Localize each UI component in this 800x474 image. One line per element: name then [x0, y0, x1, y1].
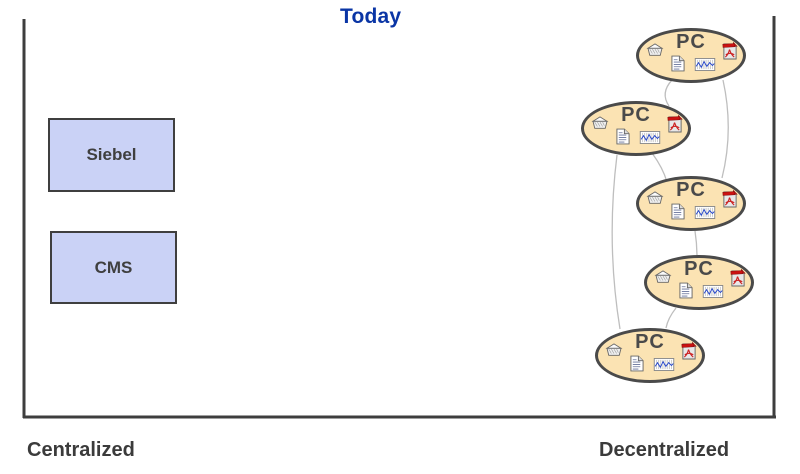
pc-node: PC: [636, 176, 746, 231]
document-icon: [671, 203, 685, 220]
pdf-icon: [722, 41, 738, 60]
pc-node-label: PC: [676, 31, 706, 53]
pc-node: PC: [636, 28, 746, 83]
document-icon: [671, 55, 685, 72]
decentralized-label: Decentralized: [599, 439, 730, 461]
connection-line: [721, 79, 729, 179]
centralized-label: Centralized: [27, 439, 135, 461]
envelope-icon: [646, 191, 664, 204]
siebel-box-label: Siebel: [86, 145, 137, 164]
pc-node-label: PC: [621, 104, 651, 126]
line-chart-icon: [702, 285, 724, 298]
envelope-icon: [605, 343, 623, 356]
pdf-icon: [667, 114, 683, 133]
connection-line: [664, 79, 673, 107]
document-icon: [630, 355, 644, 372]
pc-node-label: PC: [676, 179, 706, 201]
pc-node-label: PC: [684, 258, 714, 280]
document-icon: [679, 282, 693, 299]
document-icon: [616, 128, 630, 145]
cms-box: CMS: [50, 231, 177, 304]
line-chart-icon: [639, 131, 661, 144]
connection-line: [694, 230, 698, 258]
connection-line: [651, 152, 668, 183]
connection-line: [665, 307, 677, 329]
line-chart-icon: [694, 206, 716, 219]
pdf-icon: [730, 268, 746, 287]
envelope-icon: [654, 270, 672, 283]
pc-node: PC: [644, 255, 754, 310]
pdf-icon: [722, 189, 738, 208]
page-title: Today: [340, 5, 402, 28]
pc-node-label: PC: [635, 331, 665, 353]
pc-node: PC: [581, 101, 691, 156]
line-chart-icon: [653, 358, 675, 371]
siebel-box: Siebel: [48, 118, 175, 192]
pdf-icon: [681, 341, 697, 360]
line-chart-icon: [694, 58, 716, 71]
pc-node: PC: [595, 328, 705, 383]
connection-lines: [611, 79, 729, 330]
envelope-icon: [646, 43, 664, 56]
connection-line: [611, 154, 621, 330]
cms-box-label: CMS: [94, 257, 133, 277]
envelope-icon: [591, 116, 609, 129]
